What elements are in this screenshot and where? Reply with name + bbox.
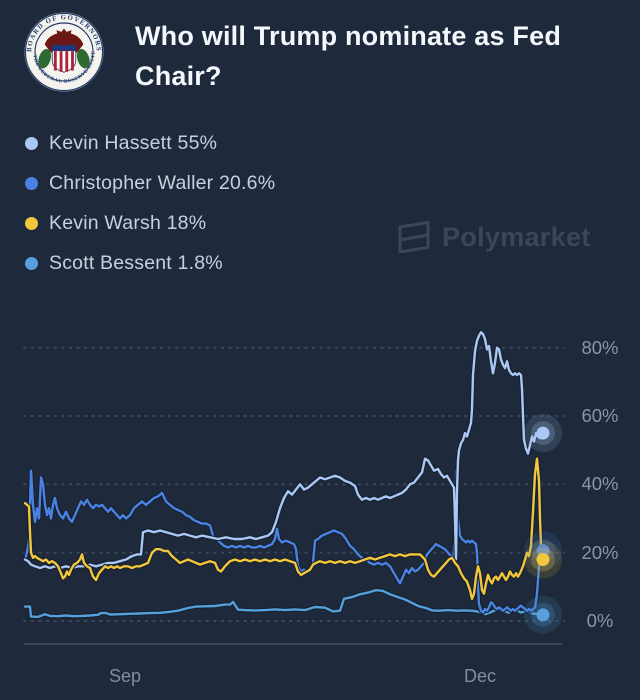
legend-item-waller: Christopher Waller 20.6% xyxy=(25,163,275,203)
legend-label-waller: Christopher Waller 20.6% xyxy=(49,171,276,194)
legend-item-hassett: Kevin Hassett 55% xyxy=(25,123,275,163)
legend-dot-hassett xyxy=(25,136,38,150)
fed-seal-logo: BOARD OF GOVERNORS OF THE FEDERAL RESERV… xyxy=(22,10,104,92)
seal-shield xyxy=(51,44,77,73)
x-tick-label: Dec xyxy=(463,666,496,686)
legend-dot-warsh xyxy=(25,216,38,230)
polymarket-watermark: Polymarket xyxy=(396,221,591,253)
legend-label-bessent: Scott Bessent 1.8% xyxy=(49,251,223,274)
polymarket-logo-icon xyxy=(398,221,430,253)
page-title: Who will Trump nominate as Fed Chair? xyxy=(135,21,562,91)
legend-item-bessent: Scott Bessent 1.8% xyxy=(25,243,275,283)
y-tick-label: 80% xyxy=(581,336,619,358)
legend-item-warsh: Kevin Warsh 18% xyxy=(25,203,275,243)
legend-dot-waller xyxy=(25,176,38,190)
polymarket-wordmark: Polymarket xyxy=(442,221,591,252)
legend-label-warsh: Kevin Warsh 18% xyxy=(49,211,207,234)
legend-dot-bessent xyxy=(25,256,38,270)
y-tick-label: 0% xyxy=(586,610,614,631)
y-tick-label: 40% xyxy=(581,473,619,495)
legend: Kevin Hassett 55% Christopher Waller 20.… xyxy=(25,123,275,283)
y-tick-label: 60% xyxy=(581,404,619,426)
legend-label-hassett: Kevin Hassett 55% xyxy=(49,131,218,154)
x-tick-label: Sep xyxy=(108,666,142,686)
y-tick-label: 20% xyxy=(581,541,619,563)
